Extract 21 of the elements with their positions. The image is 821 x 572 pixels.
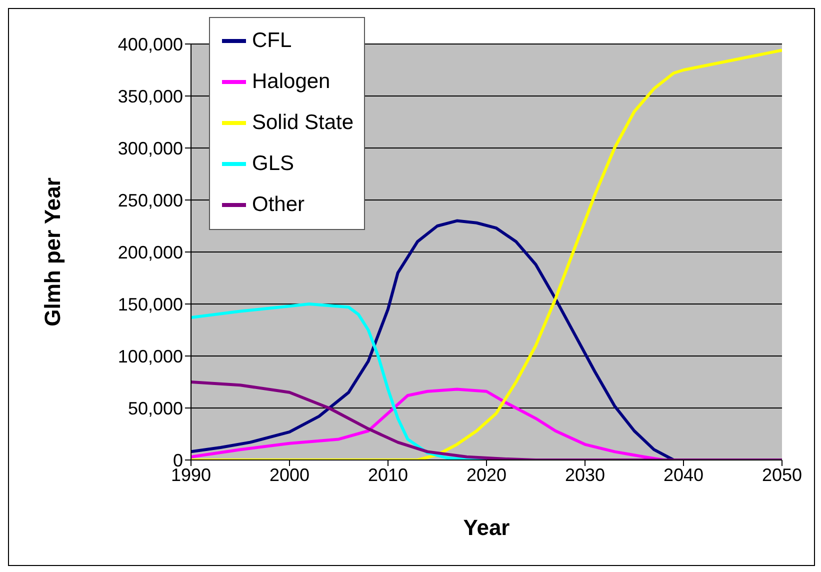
x-tick-label: 2050 bbox=[762, 464, 802, 485]
legend-label: GLS bbox=[252, 151, 294, 177]
y-tick-label: 400,000 bbox=[118, 34, 183, 54]
y-tick-label: 300,000 bbox=[118, 138, 183, 158]
legend-label: Solid State bbox=[252, 110, 354, 136]
legend-label: Other bbox=[252, 192, 305, 218]
legend-label: CFL bbox=[252, 28, 292, 54]
legend-label: Halogen bbox=[252, 69, 330, 95]
x-tick-label: 2000 bbox=[269, 464, 310, 485]
y-tick-label: 150,000 bbox=[118, 294, 183, 314]
x-tick-label: 2030 bbox=[564, 464, 606, 485]
y-tick-label: 100,000 bbox=[118, 346, 183, 366]
y-tick-label: 350,000 bbox=[118, 86, 183, 106]
x-tick-label: 2040 bbox=[663, 464, 704, 485]
y-tick-label: 250,000 bbox=[118, 190, 183, 210]
y-tick-label: 50,000 bbox=[128, 398, 183, 418]
x-axis-title: Year bbox=[463, 515, 510, 540]
y-tick-label: 200,000 bbox=[118, 242, 183, 262]
y-axis-title: Glmh per Year bbox=[40, 177, 65, 326]
x-tick-label: 2020 bbox=[466, 464, 507, 485]
x-tick-label: 2010 bbox=[368, 464, 408, 485]
